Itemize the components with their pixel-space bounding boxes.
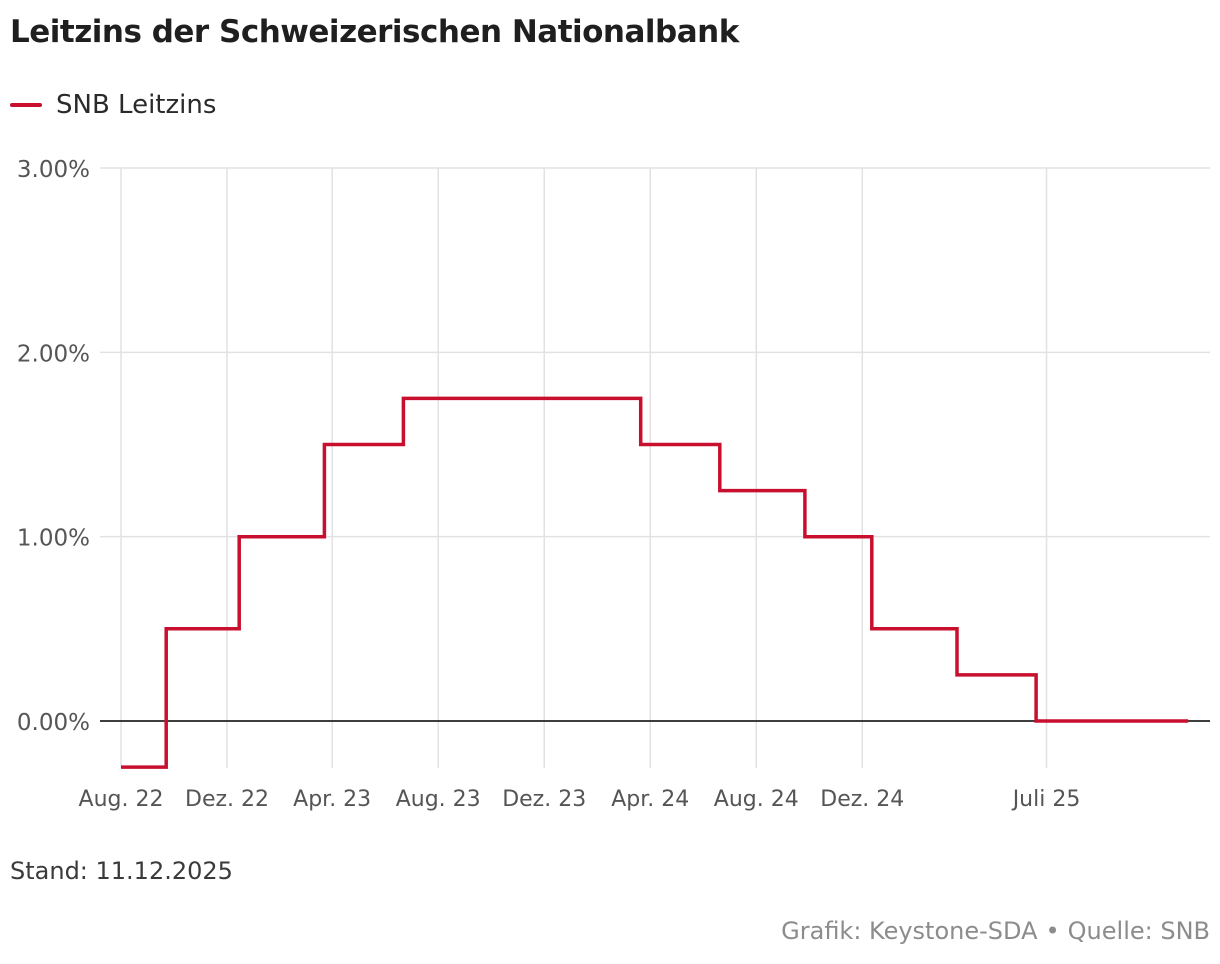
credit-graphic: Grafik: Keystone-SDA [781, 917, 1038, 945]
x-tick-label: Apr. 23 [293, 787, 371, 812]
chart-title: Leitzins der Schweizerischen Nationalban… [10, 14, 739, 50]
legend-swatch-snb-leitzins [10, 103, 42, 107]
x-tick-label: Juli 25 [1011, 787, 1081, 812]
series-line-snb-leitzins [121, 396, 1189, 769]
y-tick-label: 2.00% [17, 341, 90, 367]
y-tick-label: 3.00% [17, 157, 90, 183]
x-tick-label: Aug. 23 [396, 787, 481, 812]
x-tick-label: Dez. 24 [820, 787, 904, 812]
legend: SNB Leitzins [10, 90, 216, 120]
data-date-note: Stand: 11.12.2025 [10, 857, 233, 885]
grid-layer [100, 167, 1210, 768]
x-tick-label: Dez. 22 [185, 787, 269, 812]
y-tick-label: 0.00% [17, 710, 90, 736]
y-tick-label: 1.00% [17, 526, 90, 552]
credit-separator: • [1045, 917, 1060, 945]
tick-labels: 0.00% 1.00% 2.00% 3.00% Aug. 22 Dez. 22 Apr. 2… [17, 157, 1080, 812]
x-tick-label: Dez. 23 [502, 787, 586, 812]
credit-source: Quelle: SNB [1067, 917, 1210, 945]
chart-plot: 0.00% 1.00% 2.00% 3.00% Aug. 22 Dez. 22 Apr. 2… [17, 157, 1210, 812]
x-tick-label: Aug. 24 [714, 787, 799, 812]
source-credit: Grafik: Keystone-SDA • Quelle: SNB [781, 917, 1210, 945]
legend-label-snb-leitzins: SNB Leitzins [56, 90, 217, 120]
x-tick-label: Apr. 24 [611, 787, 689, 812]
series-layer [121, 396, 1189, 769]
x-tick-label: Aug. 22 [79, 787, 164, 812]
